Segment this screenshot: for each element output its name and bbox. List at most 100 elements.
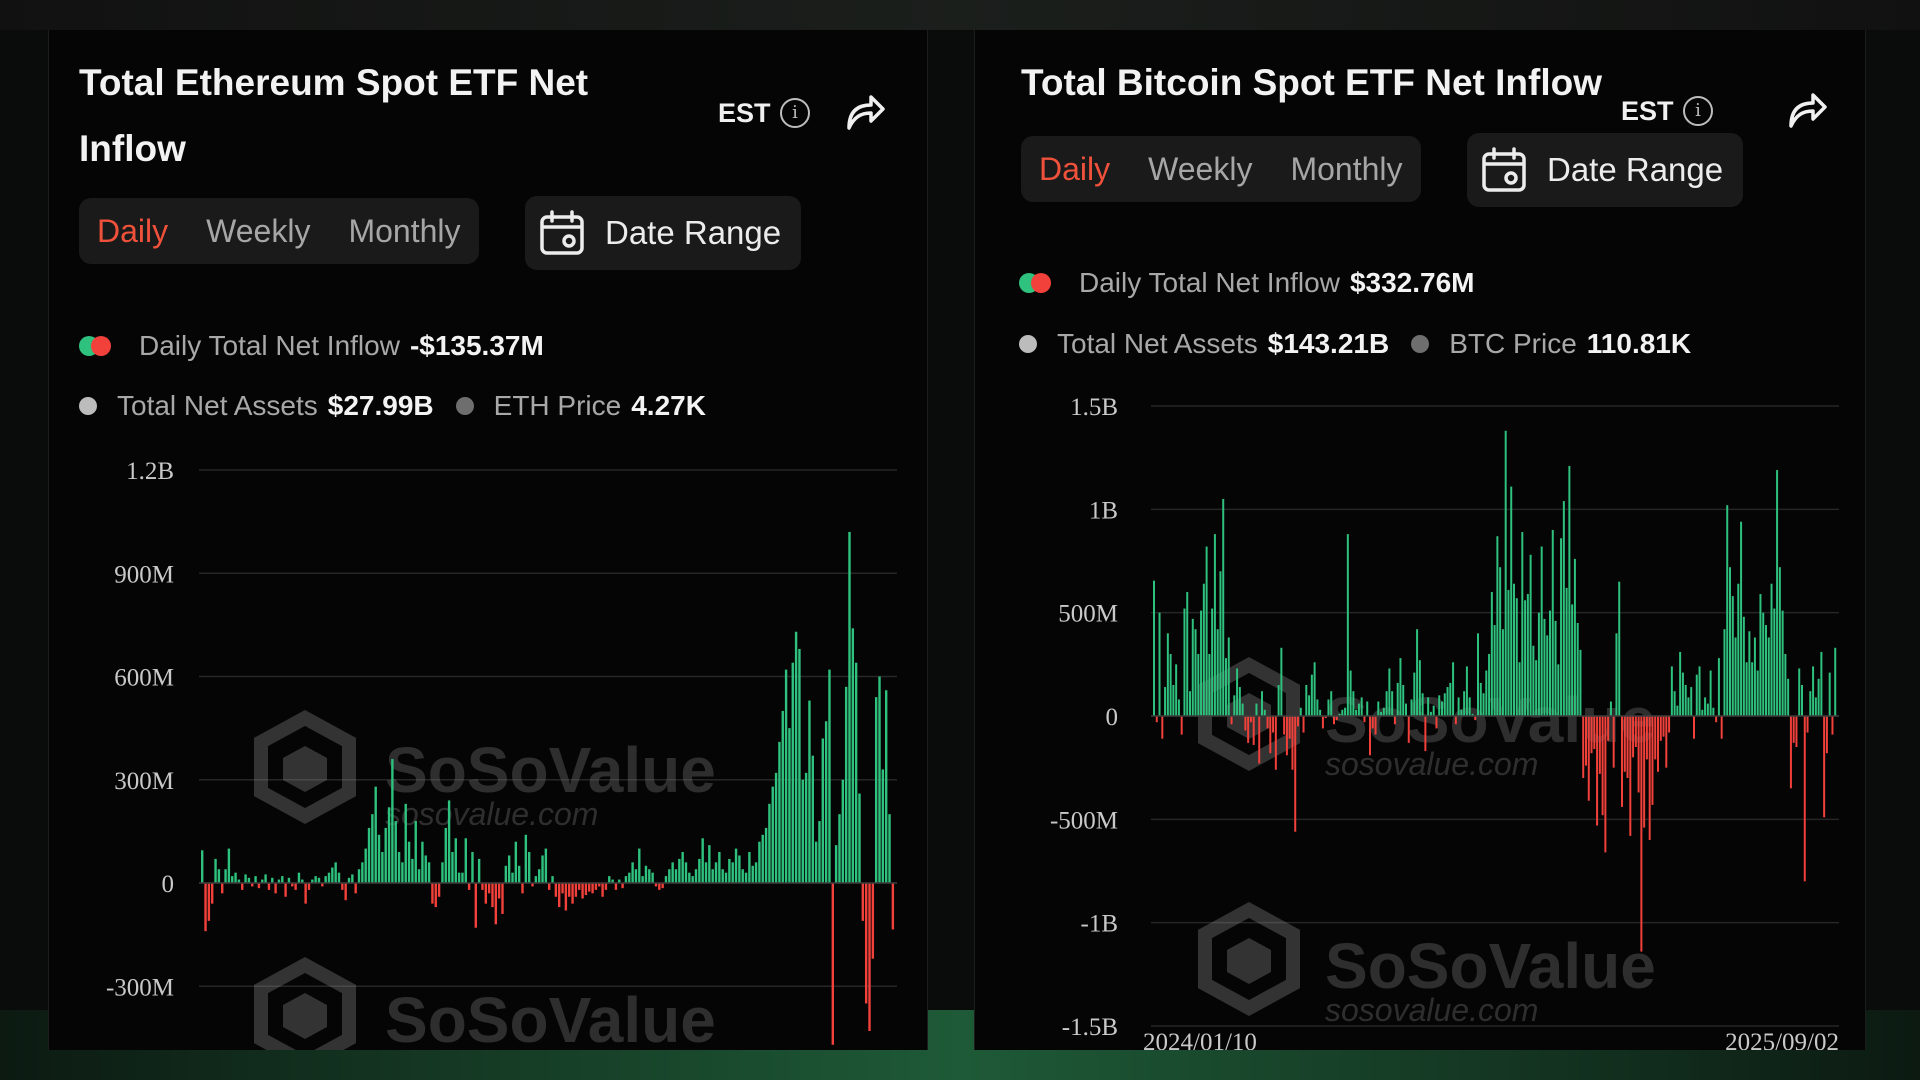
bar[interactable] xyxy=(1391,691,1394,716)
bar[interactable] xyxy=(1535,660,1538,716)
bar[interactable] xyxy=(1155,716,1158,723)
bar[interactable] xyxy=(1380,711,1383,716)
bar[interactable] xyxy=(417,869,421,883)
bar[interactable] xyxy=(1537,612,1540,716)
bar[interactable] xyxy=(1648,716,1651,840)
bar[interactable] xyxy=(1615,633,1618,716)
bar[interactable] xyxy=(354,883,357,894)
bar[interactable] xyxy=(257,883,261,889)
bar[interactable] xyxy=(891,883,895,930)
bar[interactable] xyxy=(1634,716,1637,747)
bar[interactable] xyxy=(1291,716,1294,770)
bar[interactable] xyxy=(861,883,865,921)
bar[interactable] xyxy=(1657,716,1659,772)
bar[interactable] xyxy=(1205,546,1208,716)
bar[interactable] xyxy=(644,865,648,883)
bar[interactable] xyxy=(1460,709,1463,716)
bar[interactable] xyxy=(1756,670,1759,716)
bar[interactable] xyxy=(357,869,361,883)
bar[interactable] xyxy=(694,869,698,883)
bar[interactable] xyxy=(1604,716,1607,853)
bar[interactable] xyxy=(1596,716,1599,826)
bar[interactable] xyxy=(491,883,494,908)
bar[interactable] xyxy=(571,883,574,904)
bar[interactable] xyxy=(744,872,748,883)
bar[interactable] xyxy=(1355,709,1358,716)
bar[interactable] xyxy=(1299,707,1302,716)
bar[interactable] xyxy=(1526,594,1529,716)
bar[interactable] xyxy=(1662,716,1665,737)
bar[interactable] xyxy=(1333,716,1335,725)
bar[interactable] xyxy=(1668,716,1671,733)
bar[interactable] xyxy=(1297,716,1299,727)
bar[interactable] xyxy=(1457,697,1460,716)
bar[interactable] xyxy=(1676,705,1679,716)
bar[interactable] xyxy=(474,883,477,928)
bar[interactable] xyxy=(788,728,791,884)
bar[interactable] xyxy=(1269,716,1272,754)
bar[interactable] xyxy=(764,827,768,883)
bar[interactable] xyxy=(1665,716,1668,768)
tab-weekly[interactable]: Weekly xyxy=(206,212,311,249)
bar[interactable] xyxy=(781,710,784,883)
bar[interactable] xyxy=(621,883,624,889)
bar[interactable] xyxy=(1784,654,1787,716)
bar[interactable] xyxy=(1742,616,1745,716)
bar[interactable] xyxy=(1814,697,1817,716)
bar[interactable] xyxy=(1211,608,1214,716)
bar[interactable] xyxy=(594,883,598,890)
bar[interactable] xyxy=(1795,716,1798,747)
info-icon[interactable]: i xyxy=(1683,96,1713,126)
bar[interactable] xyxy=(1363,716,1366,723)
bar[interactable] xyxy=(1521,532,1524,716)
bar[interactable] xyxy=(324,876,327,883)
bar[interactable] xyxy=(1587,716,1590,801)
bar[interactable] xyxy=(1222,499,1225,716)
bar[interactable] xyxy=(411,858,414,883)
bar[interactable] xyxy=(1609,701,1612,716)
bar[interactable] xyxy=(554,883,558,897)
bar[interactable] xyxy=(1493,625,1496,716)
bar[interactable] xyxy=(274,883,277,894)
bar[interactable] xyxy=(1684,685,1687,716)
bar[interactable] xyxy=(1726,505,1729,716)
bar[interactable] xyxy=(844,686,848,883)
bar[interactable] xyxy=(1618,581,1621,716)
bar[interactable] xyxy=(668,869,671,883)
bar[interactable] xyxy=(828,669,831,883)
bar[interactable] xyxy=(654,883,658,887)
bar[interactable] xyxy=(1310,674,1313,716)
bar[interactable] xyxy=(1189,691,1191,716)
bar[interactable] xyxy=(548,883,551,890)
bar[interactable] xyxy=(634,869,638,883)
bar[interactable] xyxy=(708,845,711,883)
bar[interactable] xyxy=(394,821,397,883)
bar[interactable] xyxy=(834,845,838,883)
bar[interactable] xyxy=(231,876,234,883)
bar[interactable] xyxy=(467,883,471,890)
bar[interactable] xyxy=(1166,633,1169,716)
bar[interactable] xyxy=(1715,716,1718,723)
bar[interactable] xyxy=(1313,662,1316,716)
bar[interactable] xyxy=(1490,592,1493,716)
bar[interactable] xyxy=(271,877,274,883)
bar[interactable] xyxy=(1252,716,1255,745)
bar[interactable] xyxy=(1349,670,1352,716)
bar[interactable] xyxy=(1344,707,1347,716)
bar[interactable] xyxy=(241,883,244,890)
bar[interactable] xyxy=(424,855,427,883)
bar[interactable] xyxy=(671,862,674,883)
bar[interactable] xyxy=(761,834,764,883)
bar[interactable] xyxy=(1410,699,1413,716)
bar[interactable] xyxy=(804,772,808,883)
bar[interactable] xyxy=(1645,716,1648,760)
bar[interactable] xyxy=(421,841,424,883)
bar[interactable] xyxy=(284,883,287,897)
bar[interactable] xyxy=(1798,668,1801,716)
bar[interactable] xyxy=(1319,709,1322,716)
bar[interactable] xyxy=(1388,668,1391,716)
bar[interactable] xyxy=(1330,691,1333,716)
bar[interactable] xyxy=(377,834,381,883)
bar[interactable] xyxy=(1820,651,1823,716)
bar[interactable] xyxy=(471,852,474,883)
